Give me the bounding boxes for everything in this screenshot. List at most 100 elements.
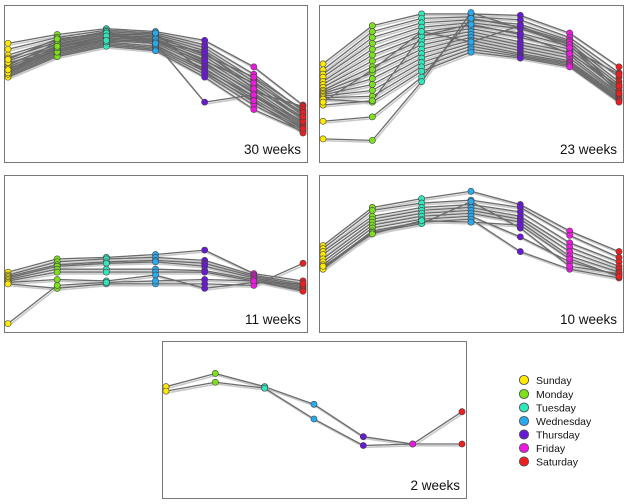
data-point-thursday [201,246,209,254]
data-point-thursday [201,57,209,65]
legend-swatch-thursday [518,429,530,440]
data-point-friday [250,85,258,93]
data-point-saturday [615,248,623,255]
data-point-sunday [4,39,12,47]
legend-swatch-monday [518,388,530,400]
data-point-saturday [615,70,623,78]
legend-item-tuesday: Tuesday [518,402,577,415]
data-point-monday [53,276,61,283]
panel-label: 2 weeks [410,478,460,493]
data-point-thursday [201,276,209,283]
data-point-wednesday [467,38,475,46]
data-point-sunday [4,45,12,53]
data-point-saturday [299,125,307,133]
panel-label: 10 weeks [560,312,617,327]
data-point-thursday [201,268,209,276]
data-point-thursday [516,22,524,30]
data-point-wednesday [152,29,159,37]
data-point-sunday [319,98,327,106]
data-point-friday [566,262,574,270]
data-point-saturday [615,273,623,280]
panel-label: 30 weeks [244,142,301,157]
data-point-tuesday [102,279,110,286]
data-point-monday [211,378,219,386]
data-point-monday [211,370,219,377]
data-point-saturday [458,408,466,416]
legend-label-saturday: Saturday [536,457,579,469]
data-point-monday [368,57,376,65]
legend-swatch-friday [518,442,530,454]
data-point-wednesday [467,20,475,28]
data-point-wednesday [467,48,475,56]
data-point-wednesday [467,14,475,22]
data-point-sunday [4,320,12,327]
data-point-monday [368,136,376,144]
data-point-thursday [201,98,209,106]
data-point-friday [250,97,258,105]
data-point-tuesday [102,259,110,267]
data-point-wednesday [152,271,159,279]
data-point-wednesday [467,9,475,16]
data-point-sunday [162,387,170,395]
panel-2-weeks: 2 weeks [162,341,467,499]
data-point-tuesday [418,217,426,225]
data-point-tuesday [418,28,426,35]
panels-group: 30 weeks 23 weeks 11 weeks 10 weeks 2 weeks [4,5,624,499]
legend: Sunday Monday Tuesday Wednesday Thursday… [518,374,592,469]
data-point-wednesday [152,277,159,285]
data-point-wednesday [467,198,475,205]
legend-label-thursday: Thursday [536,430,581,442]
data-point-friday [250,79,258,87]
legend-item-sunday: Sunday [518,374,572,387]
data-point-monday [53,42,61,50]
data-point-thursday [516,54,524,62]
data-point-monday [368,66,376,74]
legend-swatch-saturday [518,456,530,467]
data-point-friday [250,73,258,81]
data-point-friday [250,277,258,285]
data-point-monday [368,45,376,53]
data-point-thursday [516,233,524,241]
data-point-tuesday [418,78,426,85]
legend-item-wednesday: Wednesday [518,415,592,428]
data-point-monday [368,86,376,94]
legend-swatch-wednesday [518,415,530,427]
data-point-tuesday [102,268,110,276]
data-point-sunday [319,135,327,143]
panel-30-weeks: 30 weeks [4,5,308,163]
data-point-saturday [299,113,307,121]
data-point-monday [368,34,376,41]
panel-23-weeks: 23 weeks [319,5,624,163]
data-point-thursday [516,248,524,255]
data-point-wednesday [152,47,159,55]
data-point-saturday [299,280,307,288]
panel-label: 23 weeks [560,142,617,157]
data-point-monday [53,35,61,43]
legend-item-saturday: Saturday [518,456,579,469]
legend-label-tuesday: Tuesday [536,403,577,415]
data-point-monday [368,81,376,88]
data-point-monday [368,113,376,121]
data-point-sunday [4,56,12,63]
data-point-thursday [516,221,524,229]
data-point-tuesday [418,67,426,75]
legend-label-monday: Monday [536,389,574,401]
data-point-monday [368,51,376,59]
data-point-wednesday [310,400,318,408]
data-point-wednesday [152,258,159,266]
data-point-wednesday [310,415,318,423]
legend-item-thursday: Thursday [518,429,581,442]
data-point-sunday [319,117,327,125]
data-point-friday [566,231,574,239]
data-point-monday [368,230,376,238]
data-point-monday [368,75,376,83]
data-point-tuesday [102,37,110,44]
data-point-sunday [4,66,12,74]
panel-label: 11 weeks [245,312,301,327]
data-point-tuesday [261,384,269,392]
data-point-wednesday [467,187,475,195]
data-point-thursday [516,31,524,38]
data-point-saturday [615,89,623,97]
legend-swatch-sunday [518,374,530,386]
